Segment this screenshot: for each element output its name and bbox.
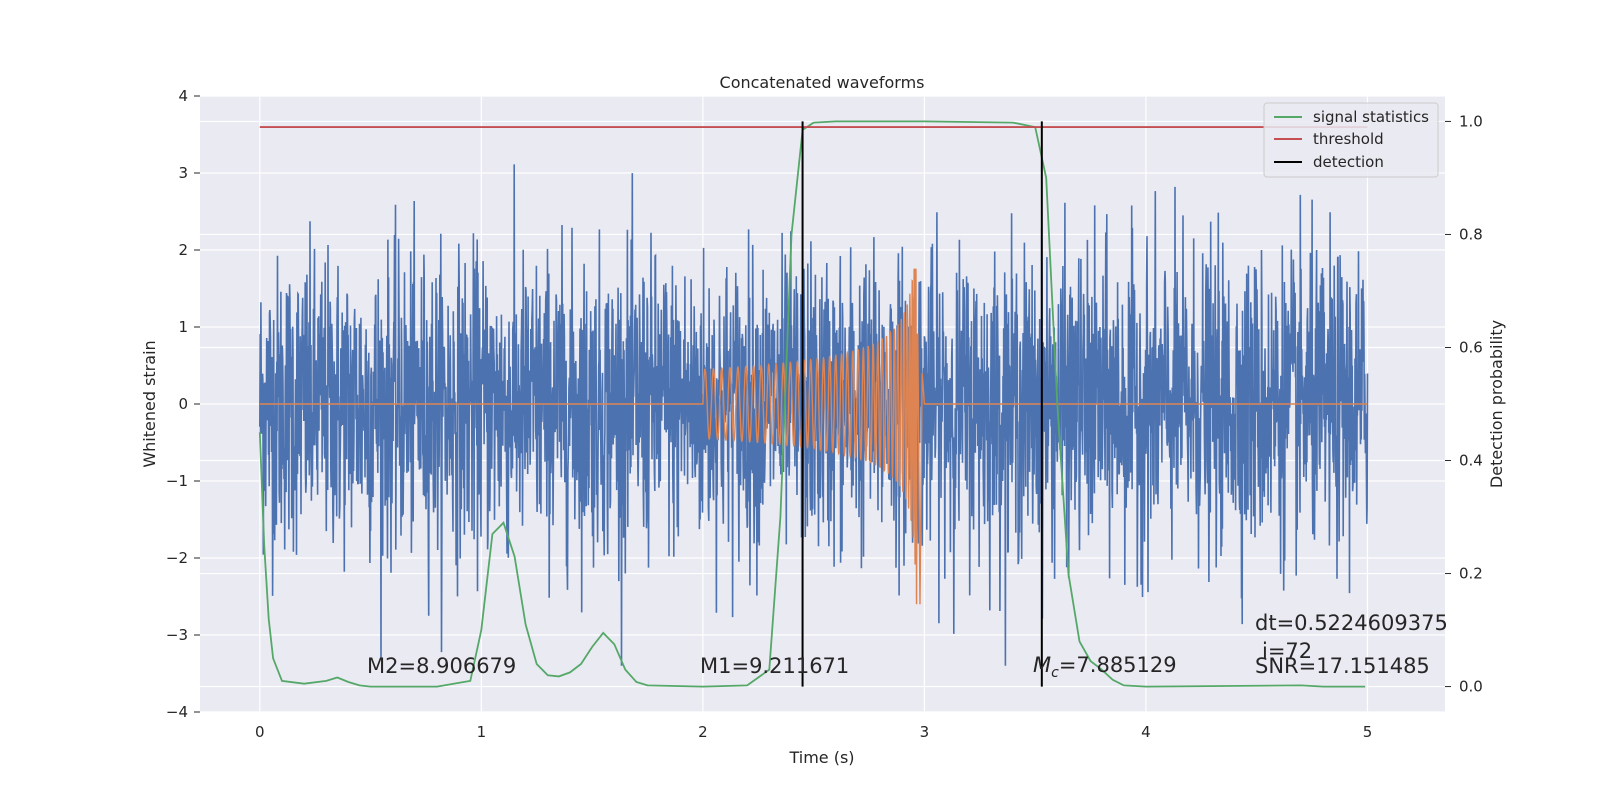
annotation-mc-subscript: c [1051, 665, 1059, 681]
legend-label-detection: detection [1313, 153, 1384, 171]
detection-lines [801, 121, 1043, 687]
y2-tick-label: 0.6 [1459, 338, 1483, 356]
legend-label-threshold: threshold [1313, 130, 1384, 148]
x-tick-label: 1 [477, 723, 487, 741]
y-tick-label: 1 [178, 318, 188, 336]
y-tick-label: 2 [178, 241, 188, 259]
y-tick-label: 3 [178, 164, 188, 182]
legend: signal statistics threshold detection [1263, 102, 1439, 178]
y2-tick-label: 0.2 [1459, 565, 1483, 583]
y2-tick-label: 0.4 [1459, 452, 1483, 470]
y-axis-label: Whitened strain [140, 340, 159, 467]
annotation-mc-symbol: M [1033, 653, 1051, 677]
y2-tick-label: 0.0 [1459, 678, 1483, 696]
injected-signal-line [259, 268, 1368, 605]
chart-title: Concatenated waveforms [720, 73, 925, 92]
x-tick-label: 3 [920, 723, 930, 741]
y-tick-label: 4 [178, 87, 188, 105]
annotation-mc-value: =7.885129 [1059, 653, 1177, 677]
noise-series-line [259, 164, 1369, 666]
signal-statistics-line [258, 120, 1366, 688]
y-tick-label: −2 [166, 549, 188, 567]
y2-tick-label: 0.8 [1459, 225, 1483, 243]
y2-tick-label: 1.0 [1459, 112, 1483, 130]
annotation-i: i=72 [1262, 639, 1312, 663]
x-tick-label: 4 [1141, 723, 1151, 741]
annotations: M2=8.906679 M1=9.211671 Mc=7.885129 dt=0… [367, 611, 1448, 681]
annotation-dt: dt=0.5224609375 [1255, 611, 1448, 635]
x-axis-ticks: 0 1 2 3 4 5 [255, 723, 1372, 741]
y-axis-ticks: −4 −3 −2 −1 0 1 2 3 4 [166, 87, 200, 721]
y-tick-label: −3 [166, 626, 188, 644]
legend-box [1263, 102, 1439, 178]
y-tick-label: 0 [178, 395, 188, 413]
annotation-m1: M1=9.211671 [700, 654, 849, 678]
x-axis-label: Time (s) [788, 748, 854, 767]
x-tick-label: 0 [255, 723, 265, 741]
x-tick-label: 2 [698, 723, 708, 741]
y-tick-label: −4 [166, 703, 188, 721]
legend-label-signal-statistics: signal statistics [1313, 108, 1429, 126]
annotation-snr: SNR=17.151485 [1255, 654, 1430, 678]
x-tick-label: 5 [1363, 723, 1373, 741]
annotation-m2: M2=8.906679 [367, 654, 516, 678]
annotation-mc: Mc=7.885129 [1033, 653, 1177, 681]
y-tick-label: −1 [166, 472, 188, 490]
y2-axis-label: Detection probability [1487, 320, 1506, 488]
y2-axis-ticks: 0.0 0.2 0.4 0.6 0.8 1.0 [1445, 112, 1483, 696]
